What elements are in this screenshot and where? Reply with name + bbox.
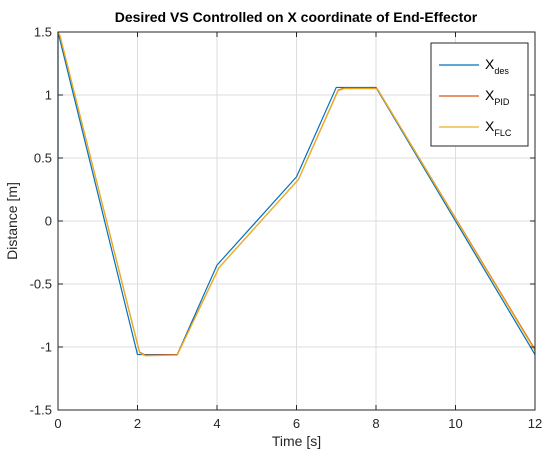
x-tick-label: 2 (134, 416, 141, 431)
x-tick-label: 10 (448, 416, 462, 431)
legend-label-base: X (485, 56, 495, 72)
y-axis-label: Distance [m] (4, 182, 20, 260)
x-tick-label: 0 (54, 416, 61, 431)
series-layer (57, 31, 536, 357)
x-tick-label: 4 (213, 416, 220, 431)
y-tick-label: 1.5 (34, 25, 52, 40)
chart-title: Desired VS Controlled on X coordinate of… (115, 9, 478, 25)
y-tick-label: -1.5 (30, 403, 52, 418)
y-tick-label: -1 (40, 340, 52, 355)
legend-label-flc: XFLC (485, 118, 512, 138)
y-tick-label: 0 (45, 214, 52, 229)
legend-label-subscript: FLC (494, 128, 512, 138)
legend-label-des: Xdes (485, 56, 509, 76)
y-tick-label: 0.5 (34, 151, 52, 166)
legend-box (430, 42, 529, 147)
series-line-flc (57, 31, 536, 357)
x-tick-label: 12 (528, 416, 542, 431)
series-line-des (57, 31, 536, 356)
x-tick-label: 8 (372, 416, 379, 431)
legend-label-base: X (485, 87, 495, 103)
legend-label-subscript: PID (494, 97, 510, 107)
legend-label-subscript: des (494, 66, 509, 76)
x-tick-label: 6 (293, 416, 300, 431)
x-axis-label: Time [s] (272, 433, 321, 449)
legend-label-base: X (485, 118, 495, 134)
ticks: 0 2 4 6 8 10 12 -1.5 -1 -0.5 0 0.5 1 1.5 (30, 25, 543, 432)
y-tick-label: 1 (45, 88, 52, 103)
y-tick-label: -0.5 (30, 277, 52, 292)
legend-label-pid: XPID (485, 87, 510, 107)
